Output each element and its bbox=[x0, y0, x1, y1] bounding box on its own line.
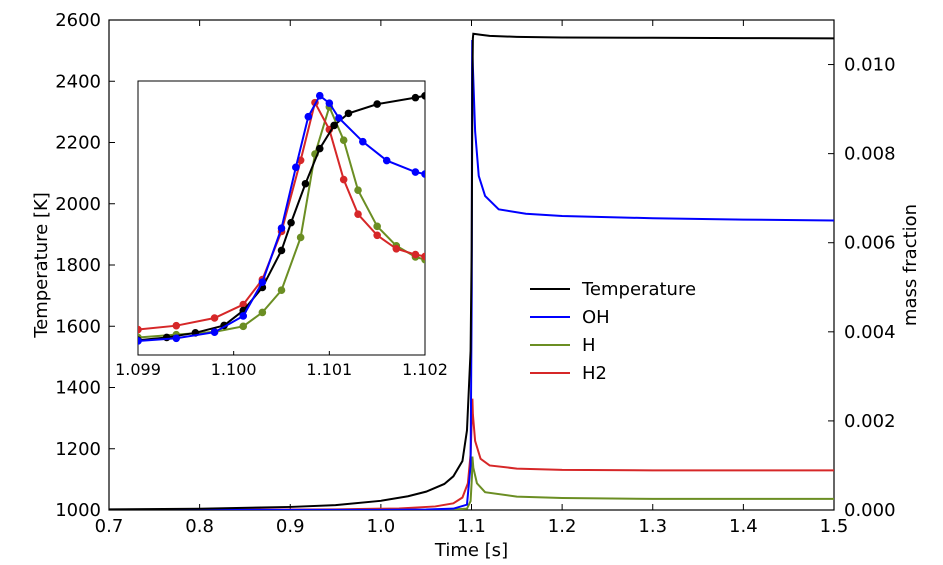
inset-marker-oh bbox=[173, 335, 180, 342]
legend-label: H2 bbox=[582, 363, 607, 384]
inset-marker-h2 bbox=[374, 232, 381, 239]
inset-marker-temperature bbox=[422, 92, 429, 99]
ylabel-left: Temperature [K] bbox=[31, 192, 52, 339]
ytick-right-label: 0.000 bbox=[844, 500, 896, 521]
xtick-label: 0.8 bbox=[185, 516, 214, 537]
xtick-label: 1.1 bbox=[457, 516, 486, 537]
inset-marker-h2 bbox=[135, 326, 142, 333]
inset-marker-h bbox=[297, 234, 304, 241]
inset-marker-oh bbox=[336, 115, 343, 122]
inset-marker-temperature bbox=[316, 145, 323, 152]
inset-marker-h2 bbox=[355, 211, 362, 218]
inset-marker-temperature bbox=[412, 94, 419, 101]
ytick-left-label: 1000 bbox=[55, 500, 101, 521]
figure: 0.70.80.91.01.11.21.31.41.51000120014001… bbox=[0, 0, 943, 565]
inset-marker-h2 bbox=[211, 315, 218, 322]
inset-marker-temperature bbox=[374, 101, 381, 108]
inset-marker-h2 bbox=[393, 245, 400, 252]
legend-label: OH bbox=[582, 307, 610, 328]
ytick-right-label: 0.004 bbox=[844, 322, 896, 343]
inset-marker-h bbox=[259, 309, 266, 316]
inset-marker-h bbox=[355, 187, 362, 194]
inset-marker-temperature bbox=[278, 247, 285, 254]
inset-marker-oh bbox=[360, 138, 367, 145]
inset-marker-oh bbox=[135, 338, 142, 345]
ylabel-right: mass fraction bbox=[900, 204, 921, 326]
legend-label: H bbox=[582, 335, 596, 356]
inset-marker-h bbox=[278, 287, 285, 294]
inset-marker-oh bbox=[240, 313, 247, 320]
inset-marker-oh bbox=[412, 169, 419, 176]
xtick-label: 1.2 bbox=[548, 516, 577, 537]
inset-xtick-label: 1.101 bbox=[306, 360, 352, 379]
legend-label: Temperature bbox=[581, 279, 696, 300]
inset-marker-temperature bbox=[331, 122, 338, 129]
ytick-right-label: 0.008 bbox=[844, 144, 896, 165]
ytick-left-label: 1200 bbox=[55, 439, 101, 460]
inset-marker-oh bbox=[293, 164, 300, 171]
inset-marker-oh bbox=[259, 279, 266, 286]
inset-marker-h bbox=[374, 223, 381, 230]
inset-marker-oh bbox=[422, 171, 429, 178]
inset-marker-oh bbox=[278, 225, 285, 232]
inset-marker-temperature bbox=[345, 110, 352, 117]
ytick-left-label: 2400 bbox=[55, 71, 101, 92]
xtick-label: 1.3 bbox=[638, 516, 667, 537]
xtick-label: 1.4 bbox=[729, 516, 758, 537]
ytick-left-label: 2600 bbox=[55, 10, 101, 31]
ytick-right-label: 0.010 bbox=[844, 55, 896, 76]
inset-xtick-label: 1.099 bbox=[115, 360, 161, 379]
inset-frame bbox=[138, 81, 425, 355]
inset-marker-temperature bbox=[288, 219, 295, 226]
inset-marker-h bbox=[240, 323, 247, 330]
inset-marker-h2 bbox=[412, 251, 419, 258]
inset-marker-h2 bbox=[422, 253, 429, 260]
ytick-left-label: 1800 bbox=[55, 255, 101, 276]
inset-marker-oh bbox=[383, 157, 390, 164]
inset-xtick-label: 1.102 bbox=[402, 360, 448, 379]
xlabel: Time [s] bbox=[434, 540, 508, 561]
inset-marker-oh bbox=[305, 113, 312, 120]
inset-marker-oh bbox=[211, 329, 218, 336]
chart-svg: 0.70.80.91.01.11.21.31.41.51000120014001… bbox=[0, 0, 943, 565]
ytick-left-label: 1600 bbox=[55, 316, 101, 337]
inset-xtick-label: 1.100 bbox=[211, 360, 257, 379]
ytick-left-label: 2200 bbox=[55, 133, 101, 154]
inset-marker-h2 bbox=[173, 322, 180, 329]
ytick-left-label: 1400 bbox=[55, 378, 101, 399]
inset-marker-h2 bbox=[340, 176, 347, 183]
xtick-label: 1.0 bbox=[367, 516, 396, 537]
inset-marker-oh bbox=[326, 100, 333, 107]
inset-marker-temperature bbox=[302, 180, 309, 187]
ytick-right-label: 0.002 bbox=[844, 411, 896, 432]
xtick-label: 0.9 bbox=[276, 516, 305, 537]
ytick-right-label: 0.006 bbox=[844, 233, 896, 254]
ytick-left-label: 2000 bbox=[55, 194, 101, 215]
inset-marker-oh bbox=[316, 92, 323, 99]
inset-marker-h bbox=[340, 137, 347, 144]
